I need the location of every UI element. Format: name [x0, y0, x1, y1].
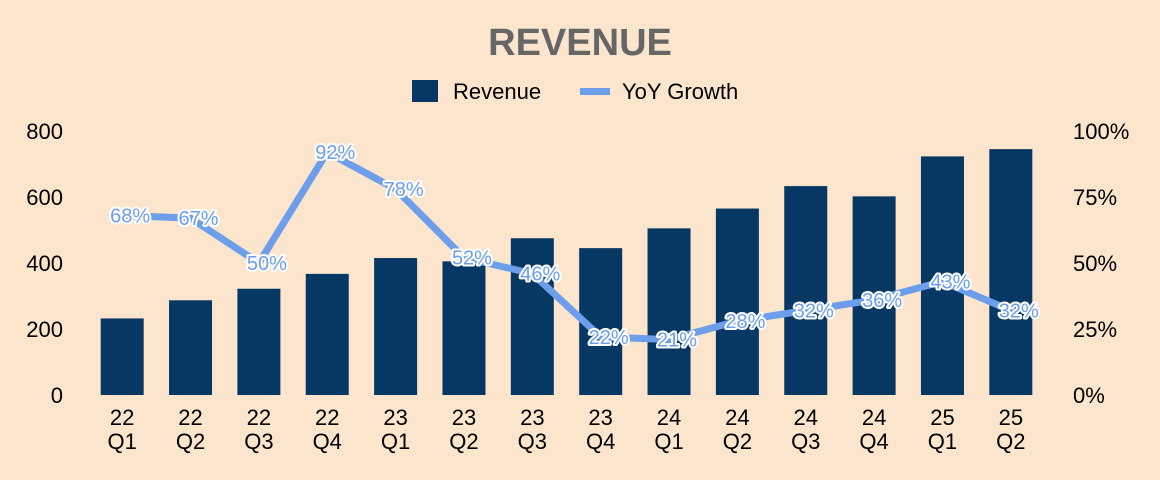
bar-series-revenue — [100, 149, 1033, 395]
bar-1 — [169, 300, 213, 395]
x-tick-label-quarter: Q4 — [859, 429, 888, 454]
yoy-growth-line — [118, 148, 1015, 344]
y-axis-right: 0% 25% 50% 75% 100% — [1073, 119, 1129, 408]
x-tick-label-year: 25 — [930, 405, 954, 430]
bar-5 — [442, 261, 486, 395]
x-tick-label-year: 23 — [588, 405, 612, 430]
x-tick-label-year: 24 — [862, 405, 886, 430]
bar-6 — [510, 238, 554, 395]
data-label-yoy-growth: 67% — [179, 208, 219, 230]
bar-4 — [374, 258, 418, 395]
y-right-tick-label: 75% — [1073, 185, 1117, 210]
bar-12 — [920, 156, 964, 395]
x-tick-label-year: 24 — [657, 405, 681, 430]
legend: Revenue YoY Growth — [412, 79, 738, 104]
data-label-yoy-growth: 52% — [452, 248, 492, 270]
bar-13 — [989, 149, 1033, 395]
data-label-yoy-growth: 22% — [589, 327, 629, 349]
x-tick-label-year: 22 — [110, 405, 134, 430]
x-tick-label-year: 22 — [178, 405, 202, 430]
data-label-yoy-growth: 36% — [862, 290, 902, 312]
legend-label-revenue: Revenue — [453, 79, 541, 104]
y-left-tick-label: 0 — [51, 383, 63, 408]
x-tick-label-year: 24 — [725, 405, 749, 430]
data-label-yoy-growth: 92% — [315, 142, 355, 164]
chart-title: REVENUE — [488, 22, 672, 64]
y-left-tick-label: 200 — [26, 317, 63, 342]
x-tick-label-quarter: Q2 — [449, 429, 478, 454]
x-tick-label-year: 23 — [520, 405, 544, 430]
data-label-yoy-growth: 68% — [110, 205, 150, 227]
data-label-yoy-growth: 78% — [384, 179, 424, 201]
bar-9 — [715, 208, 759, 395]
x-tick-label-year: 22 — [315, 405, 339, 430]
x-tick-label-quarter: Q1 — [654, 429, 683, 454]
y-left-tick-label: 800 — [26, 119, 63, 144]
bar-8 — [647, 228, 691, 395]
y-left-tick-label: 400 — [26, 251, 63, 276]
x-tick-label-quarter: Q4 — [586, 429, 615, 454]
data-label-yoy-growth: 46% — [520, 264, 560, 286]
x-tick-label-year: 25 — [999, 405, 1023, 430]
x-tick-label-quarter: Q1 — [928, 429, 957, 454]
y-right-tick-label: 0% — [1073, 383, 1105, 408]
x-tick-label-quarter: Q1 — [381, 429, 410, 454]
x-tick-label-year: 23 — [383, 405, 407, 430]
bar-0 — [100, 318, 144, 395]
y-right-tick-label: 25% — [1073, 317, 1117, 342]
x-tick-label-quarter: Q3 — [791, 429, 820, 454]
data-label-yoy-growth: 21% — [657, 330, 697, 352]
data-label-yoy-growth: 32% — [999, 301, 1039, 323]
data-label-yoy-growth: 50% — [247, 253, 287, 275]
x-tick-label-year: 22 — [247, 405, 271, 430]
y-axis-left: 0 200 400 600 800 — [26, 119, 63, 408]
y-left-tick-label: 600 — [26, 185, 63, 210]
data-label-yoy-growth: 43% — [930, 271, 970, 293]
x-tick-label-year: 23 — [452, 405, 476, 430]
bar-10 — [784, 186, 828, 395]
data-label-yoy-growth: 28% — [725, 311, 765, 333]
legend-swatch-revenue — [412, 80, 438, 102]
legend-label-yoy-growth: YoY Growth — [622, 79, 738, 104]
x-tick-label-quarter: Q3 — [518, 429, 547, 454]
x-tick-label-quarter: Q2 — [176, 429, 205, 454]
x-axis: 22Q122Q222Q322Q423Q123Q223Q323Q424Q124Q2… — [107, 405, 1025, 454]
line-series-yoy-growth: 68% 67% 50% 92% 78% 52% 46% 22% 21% 28% 32% 36% 43% 3… — [108, 140, 1041, 353]
x-tick-label-quarter: Q2 — [723, 429, 752, 454]
x-tick-label-quarter: Q1 — [107, 429, 136, 454]
x-tick-label-quarter: Q2 — [996, 429, 1025, 454]
legend-swatch-yoy-growth — [580, 88, 610, 95]
x-tick-label-quarter: Q4 — [313, 429, 342, 454]
x-tick-label-quarter: Q3 — [244, 429, 273, 454]
bar-2 — [237, 288, 281, 395]
bar-3 — [305, 273, 349, 395]
y-right-tick-label: 50% — [1073, 251, 1117, 276]
y-right-tick-label: 100% — [1073, 119, 1129, 144]
data-label-yoy-growth: 32% — [794, 301, 834, 323]
x-tick-label-year: 24 — [794, 405, 818, 430]
